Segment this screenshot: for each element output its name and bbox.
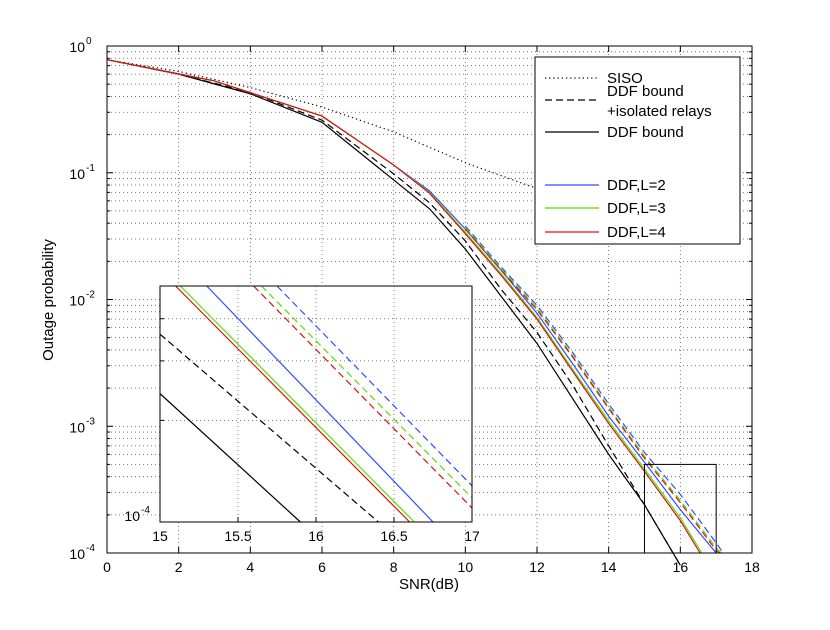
x-tick-label: 10 bbox=[458, 559, 474, 575]
series-line-9 bbox=[464, 228, 721, 554]
y-tick-exponent: -4 bbox=[86, 543, 95, 554]
y-tick-base: 10 bbox=[69, 546, 85, 562]
x-tick-label: 0 bbox=[103, 559, 111, 575]
y-tick-base: 10 bbox=[69, 166, 85, 182]
inset-series-line-8 bbox=[276, 285, 473, 487]
y-tick-label: 10 0 bbox=[69, 36, 92, 55]
series-line-3 bbox=[106, 59, 681, 566]
inset-x-tick-label: 15.5 bbox=[224, 528, 251, 544]
legend-label: DDF bound bbox=[607, 124, 684, 141]
x-tick-label: 6 bbox=[318, 559, 326, 575]
y-axis-label: Outage probability bbox=[40, 239, 57, 361]
legend-label: DDF,L=4 bbox=[607, 224, 666, 241]
inset-x-tick-label: 17 bbox=[464, 528, 480, 544]
x-axis-label: SNR(dB) bbox=[399, 576, 459, 593]
legend-item: SISO bbox=[545, 70, 643, 87]
legend-label: DDF,L=3 bbox=[607, 200, 666, 217]
inset-series-line-4 bbox=[179, 285, 415, 523]
legend-item: DDF,L=4 bbox=[545, 224, 666, 241]
y-tick-exponent: 0 bbox=[86, 36, 92, 47]
y-tick-label: 10 -3 bbox=[69, 416, 95, 435]
legend-label: SISO bbox=[607, 70, 643, 87]
inset-axis-ticks: 15 15.5 16 16.5 17 10 -4 bbox=[124, 318, 480, 544]
y-tick-base: 10 bbox=[69, 39, 85, 55]
legend-item: DDF,L=3 bbox=[545, 200, 666, 217]
x-tick-label: 2 bbox=[175, 559, 183, 575]
inset-series-line-1 bbox=[159, 393, 301, 523]
y-tick-base: 10 bbox=[69, 419, 85, 435]
inset-series-line-5 bbox=[206, 285, 434, 523]
inset-x-tick-label: 16 bbox=[308, 528, 324, 544]
x-tick-label: 16 bbox=[673, 559, 689, 575]
inset-x-tick-label: 16.5 bbox=[380, 528, 407, 544]
inset-series-line-2 bbox=[159, 333, 379, 523]
legend-item: DDF bound bbox=[545, 124, 684, 141]
inset-zoom-plot: 15 15.5 16 16.5 17 10 -4 bbox=[124, 285, 480, 544]
x-tick-label: 18 bbox=[744, 559, 760, 575]
inset-series-line-6 bbox=[253, 285, 473, 509]
y-tick-exponent: -1 bbox=[86, 163, 95, 174]
inset-series-line-7 bbox=[260, 285, 473, 499]
y-tick-base: 10 bbox=[69, 293, 85, 309]
inset-y-tick-base: 10 bbox=[124, 508, 140, 524]
y-tick-label: 10 -4 bbox=[69, 543, 95, 562]
y-tick-exponent: -2 bbox=[86, 290, 95, 301]
series-line-8 bbox=[464, 227, 722, 554]
inset-series-group bbox=[159, 285, 473, 523]
legend-item: DDF,L=2 bbox=[545, 177, 666, 194]
inset-series-line-3 bbox=[175, 285, 411, 523]
x-tick-label: 14 bbox=[601, 559, 617, 575]
legend-label-line2: +isolated relays bbox=[607, 103, 712, 120]
y-tick-exponent: -3 bbox=[86, 416, 95, 427]
zoom-region-box bbox=[644, 463, 717, 554]
legend-label: DDF bound bbox=[607, 83, 684, 100]
x-tick-label: 12 bbox=[529, 559, 545, 575]
legend-label: DDF,L=2 bbox=[607, 177, 666, 194]
x-tick-label: 8 bbox=[390, 559, 398, 575]
x-tick-label: 4 bbox=[246, 559, 254, 575]
y-tick-label: 10 -1 bbox=[69, 163, 95, 182]
y-tick-label: 10 -2 bbox=[69, 290, 95, 309]
inset-y-tick-label: 10 -4 bbox=[124, 505, 150, 524]
legend-item: DDF bound +isolated relays bbox=[545, 83, 712, 120]
legend-box bbox=[534, 56, 741, 245]
inset-x-tick-label: 15 bbox=[152, 528, 168, 544]
series-line-7 bbox=[464, 225, 724, 554]
inset-y-tick-exponent: -4 bbox=[141, 505, 150, 516]
